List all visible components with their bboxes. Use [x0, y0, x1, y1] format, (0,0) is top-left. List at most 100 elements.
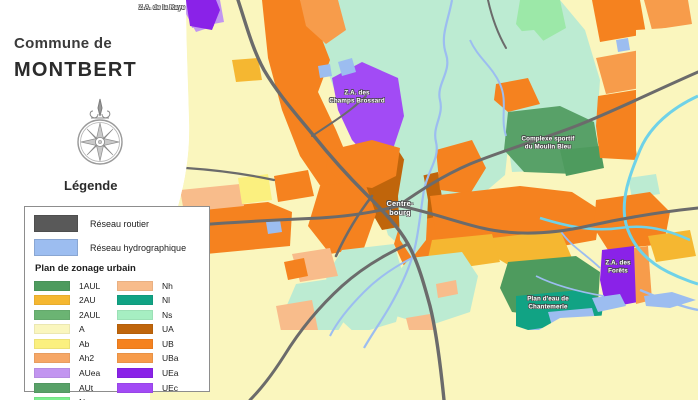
zone-UB-southeast-belt: [594, 192, 670, 250]
river-east-branch: [539, 216, 691, 242]
legend-item-reseau-hydrographique[interactable]: Réseau hydrographique: [34, 239, 200, 256]
legend-zone-Nh[interactable]: Nh: [117, 279, 200, 292]
zone-2AU-south: [490, 230, 572, 266]
zone-code-Nh: Nh: [162, 280, 173, 291]
zone-code-2AUL: 2AUL: [79, 309, 101, 320]
zone-swatch-AUea: [34, 368, 70, 379]
legend-item-reseau-routier[interactable]: Réseau routier: [34, 215, 200, 232]
zone-UB-northeast: [592, 0, 646, 42]
legend-zone-A[interactable]: A: [34, 323, 117, 336]
zone-Ns-east-patch: [628, 174, 660, 198]
zone-UB-west-small: [274, 170, 314, 202]
zone-UBa-north: [300, 0, 346, 44]
legend-zone-UEa[interactable]: UEa: [117, 367, 200, 380]
zone-swatch-Ns: [117, 309, 153, 320]
legend-label-reseau-hydrographique: Réseau hydrographique: [90, 242, 187, 253]
zone-code-AUea: AUea: [79, 368, 101, 379]
compass-rose-icon: [64, 96, 136, 172]
water-pond-se-2: [592, 294, 626, 312]
road-bourg-south: [334, 194, 374, 258]
zone-UBa-forets-edge: [634, 246, 652, 304]
zone-code-Nl: Nl: [162, 295, 171, 306]
water-network-swatch: [34, 239, 78, 256]
road-southwest: [248, 242, 410, 400]
legend-zone-1AUL[interactable]: 1AUL: [34, 279, 117, 292]
legend-zone-column-right: Nh Nl Ns UA UB: [117, 279, 200, 400]
stream-plan-eau: [535, 275, 605, 297]
road-main-north-south: [236, 0, 446, 400]
zone-A-west: [186, 2, 286, 180]
zone-code-UEc: UEc: [162, 382, 179, 393]
legend-zone-UB[interactable]: UB: [117, 337, 200, 350]
zone-1AUL-complexe: [560, 146, 604, 176]
zone-Nh-west-band: [180, 184, 244, 212]
zone-code-1AUL: 1AUL: [79, 280, 101, 291]
zone-swatch-UA: [117, 324, 153, 335]
zone-Ab-west: [238, 174, 272, 204]
zone-A-southeast: [500, 310, 698, 400]
zone-code-UA: UA: [162, 324, 174, 335]
zone-UB-moulin-north: [494, 78, 540, 112]
road-west-minor: [184, 166, 276, 182]
legend-zone-2AUL[interactable]: 2AUL: [34, 308, 117, 321]
zone-code-Ns: Ns: [162, 309, 173, 320]
legend-zone-AUt[interactable]: AUt: [34, 381, 117, 394]
road-brossard-access: [311, 95, 367, 137]
legend-zone-2AU[interactable]: 2AU: [34, 294, 117, 307]
legend-zone-UBa[interactable]: UBa: [117, 352, 200, 365]
commune-territory: [149, 0, 698, 400]
zone-swatch-AUt: [34, 382, 70, 393]
river-east-cyan: [622, 94, 698, 286]
river-branch-ne: [469, 39, 507, 137]
zone-Ns-southwest: [386, 252, 478, 326]
legend-zone-column-left: 1AUL 2AU 2AUL A Ab: [34, 279, 117, 400]
zone-swatch-UB: [117, 338, 153, 349]
river-main: [363, 0, 454, 349]
legend-heading: Légende: [64, 178, 118, 193]
legend-zone-UA[interactable]: UA: [117, 323, 200, 336]
zone-code-Ah2: Ah2: [79, 353, 95, 364]
zone-code-Ab: Ab: [79, 338, 90, 349]
legend-zone-Ns[interactable]: Ns: [117, 308, 200, 321]
zone-swatch-Ah2: [34, 353, 70, 364]
zone-swatch-UEa: [117, 368, 153, 379]
zone-swatch-UEc: [117, 382, 153, 393]
legend-subheading-zonage: Plan de zonage urbain: [35, 263, 136, 274]
legend-label-reseau-routier: Réseau routier: [90, 218, 150, 229]
zone-UEa-forets: [600, 246, 638, 308]
zone-UEa-raye: [186, 0, 220, 30]
zone-swatch-UBa: [117, 353, 153, 364]
road-network-swatch: [34, 215, 78, 232]
zone-code-UBa: UBa: [162, 353, 179, 364]
road-north-minor: [487, 0, 507, 49]
zone-UB-southwest-small: [284, 258, 308, 280]
legend-zone-UEc[interactable]: UEc: [117, 381, 200, 394]
zone-swatch-2AUL: [34, 309, 70, 320]
stream-chantemerle: [559, 229, 601, 269]
zone-swatch-A: [34, 324, 70, 335]
legend-zone-Ab[interactable]: Ab: [34, 337, 117, 350]
legend-zone-columns: 1AUL 2AU 2AUL A Ab: [34, 279, 200, 400]
water-pond-se-1: [644, 292, 696, 308]
zone-code-AUt: AUt: [79, 382, 94, 393]
water-pond-brossard-2: [318, 64, 332, 78]
zone-Ns-valley-bourg: [398, 156, 428, 258]
zone-swatch-2AU: [34, 295, 70, 306]
water-pond-brossard-1: [338, 58, 356, 76]
legend-zone-Ah2[interactable]: Ah2: [34, 352, 117, 365]
zone-UB-bourg-north: [326, 140, 400, 188]
zone-Ns-ne2: [470, 30, 560, 112]
legend-zone-AUea[interactable]: AUea: [34, 367, 117, 380]
zone-Nh-south-2: [436, 280, 458, 298]
zone-swatch-Nas: [34, 397, 70, 400]
zone-UBa-northeast: [644, 0, 692, 30]
zone-code-UB: UB: [162, 338, 174, 349]
legend-panel[interactable]: Réseau routier Réseau hydrographique Pla…: [24, 206, 210, 400]
zone-Nh-south-1: [406, 314, 434, 334]
zone-swatch-Nh: [117, 280, 153, 291]
legend-zone-Nl[interactable]: Nl: [117, 294, 200, 307]
zone-code-UEa: UEa: [162, 368, 179, 379]
legend-zone-Nas[interactable]: Nas: [34, 396, 117, 400]
